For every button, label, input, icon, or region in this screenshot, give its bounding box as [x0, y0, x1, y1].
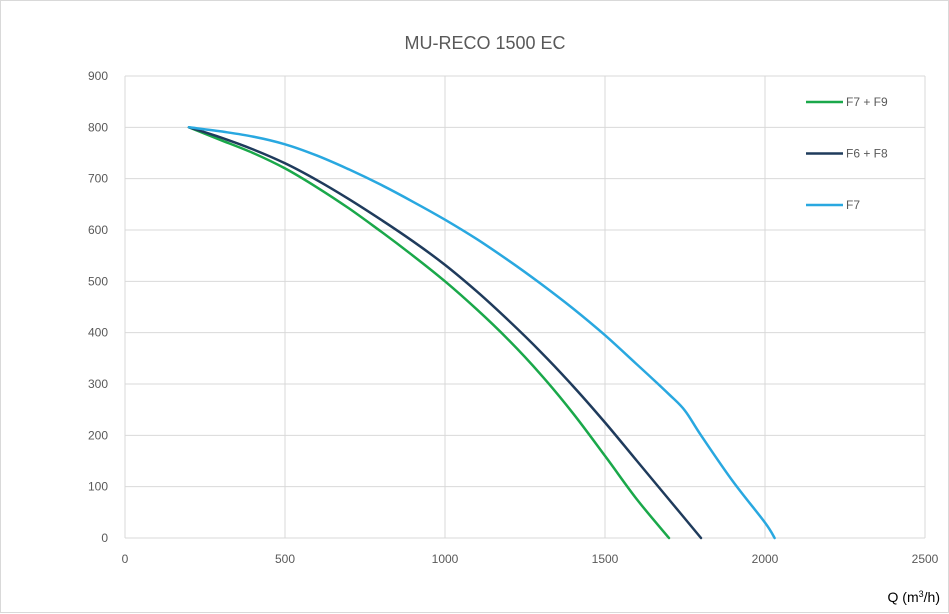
series-line-f7 [187, 126, 776, 540]
y-tick-label: 300 [88, 377, 108, 391]
x-tick-label: 500 [275, 552, 295, 566]
x-tick-label: 0 [122, 552, 129, 566]
legend-label-f7-f9: F7 + F9 [846, 95, 888, 109]
gridlines [124, 75, 926, 539]
series-line-f7-f9 [187, 126, 671, 540]
series-lines [187, 126, 776, 540]
series-line-f6-f8 [187, 126, 703, 540]
x-tick-label: 1000 [432, 552, 459, 566]
chart-title: MU-RECO 1500 EC [404, 33, 565, 53]
y-tick-label: 100 [88, 480, 108, 494]
y-tick-label: 900 [88, 69, 108, 83]
x-axis-label-main: Q (m [888, 589, 919, 605]
y-tick-label: 800 [88, 120, 108, 134]
legend-label-f7: F7 [846, 198, 860, 212]
x-axis-label: Q (m3/h) [888, 589, 940, 605]
tick-labels: 0 100 200 300 400 500 600 700 800 900 0 500 1000 1500… [88, 69, 939, 566]
y-tick-label: 600 [88, 223, 108, 237]
x-tick-label: 2500 [912, 552, 939, 566]
legend-label-f6-f8: F6 + F8 [846, 147, 888, 161]
x-axis-label-superscript: 3 [919, 589, 924, 599]
y-tick-label: 700 [88, 172, 108, 186]
y-tick-label: 500 [88, 274, 108, 288]
legend: F7 + F9 F6 + F8 F7 [806, 95, 888, 212]
x-axis-label-suffix: /h) [924, 589, 940, 605]
x-tick-label: 2000 [752, 552, 779, 566]
y-tick-label: 0 [101, 531, 108, 545]
x-tick-label: 1500 [592, 552, 619, 566]
y-tick-label: 200 [88, 428, 108, 442]
y-tick-label: 400 [88, 326, 108, 340]
